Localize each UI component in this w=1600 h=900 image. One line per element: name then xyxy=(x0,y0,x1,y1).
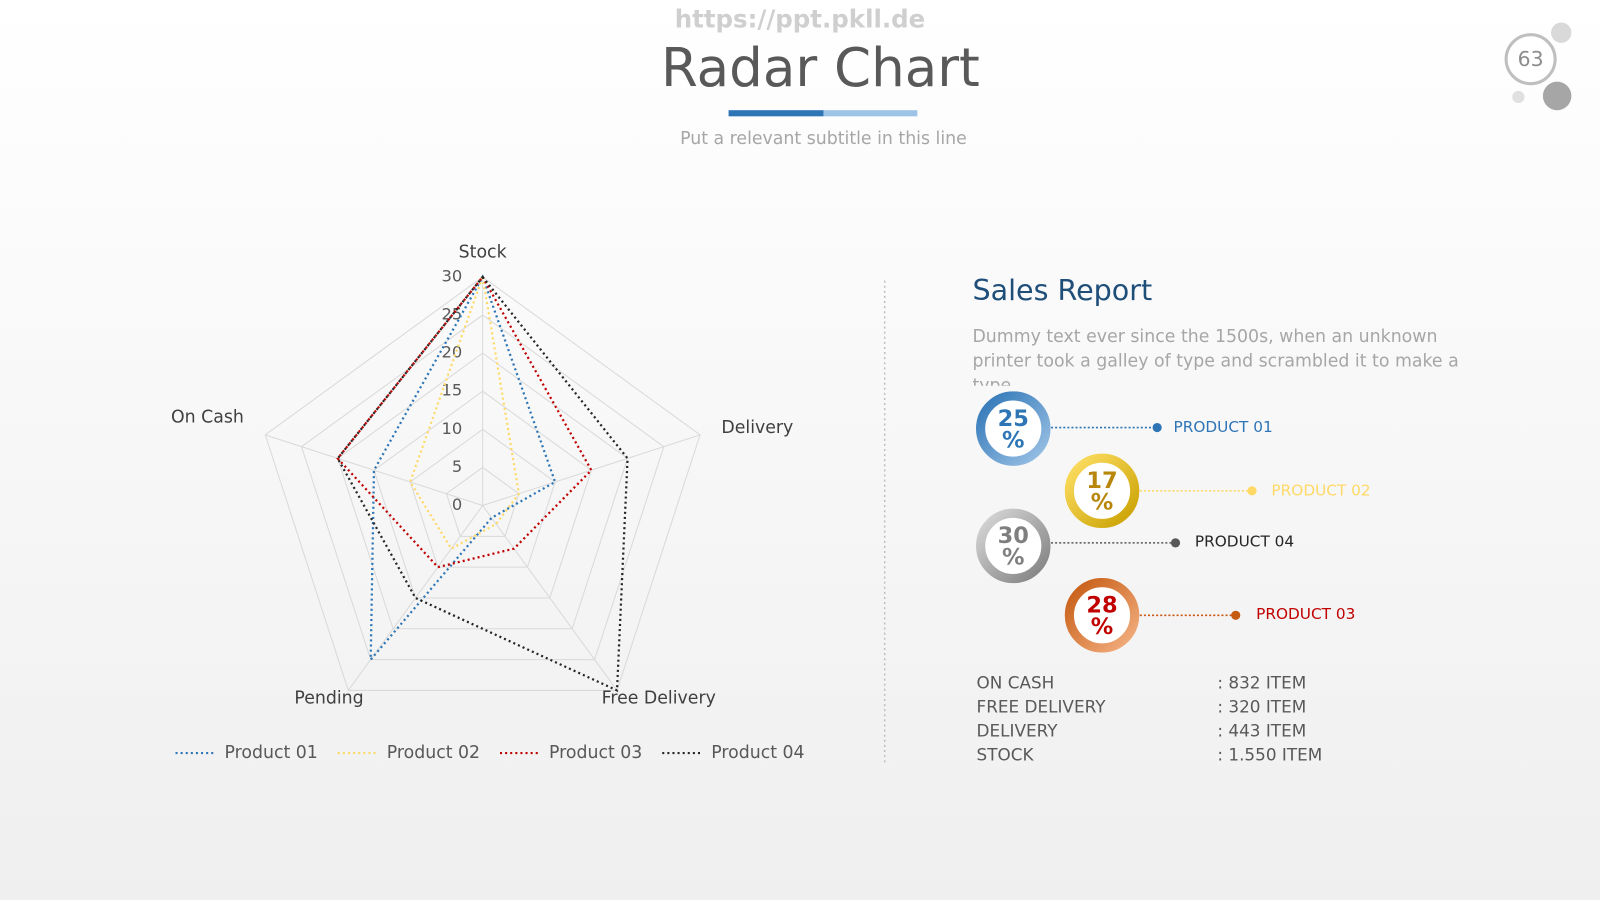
decor-ball xyxy=(1551,22,1572,43)
title-bar xyxy=(728,110,824,117)
series-line xyxy=(336,275,629,693)
legend-label: Product 01 xyxy=(224,743,317,763)
subtitle: Put a relevant subtitle in this line xyxy=(680,129,967,149)
legend-label: Product 03 xyxy=(549,743,642,763)
grid-ring xyxy=(445,466,520,537)
grid-ring xyxy=(409,428,556,568)
report-title: Sales Report xyxy=(972,273,1152,307)
product-item: 30 % PRODUCT 04 xyxy=(976,508,1294,584)
category-label: Delivery xyxy=(721,418,793,438)
decor-ball xyxy=(1512,90,1525,104)
leader-dot xyxy=(1152,422,1162,433)
category-label: Pending xyxy=(294,688,363,708)
product-label: PRODUCT 03 xyxy=(1256,605,1355,623)
report-description: Dummy text ever since the 1500s, when an… xyxy=(972,326,1459,386)
spoke xyxy=(347,505,484,691)
decor-ball xyxy=(1542,81,1572,111)
slide-title: Radar Chart xyxy=(661,37,980,99)
ring xyxy=(976,508,1051,584)
stat-label: STOCK xyxy=(977,745,1035,765)
watermark: https://ppt.pkll.de xyxy=(675,4,926,33)
series-line xyxy=(369,274,557,663)
category-label: On Cash xyxy=(171,408,244,428)
percent-unit: % xyxy=(1002,545,1024,571)
category-label: Free Delivery xyxy=(602,688,716,708)
product-label: PRODUCT 04 xyxy=(1195,532,1294,550)
ring xyxy=(1064,453,1140,529)
stats: ON CASH : 832 ITEM FREE DELIVERY : 320 ITEM… xyxy=(977,673,1323,765)
product-item: 17 % PRODUCT 02 xyxy=(1064,453,1371,529)
stat-label: DELIVERY xyxy=(977,721,1059,741)
product-label: PRODUCT 01 xyxy=(1173,418,1272,436)
r-tick-label: 10 xyxy=(441,419,462,438)
percent-unit: % xyxy=(1002,427,1024,453)
r-tick-label: 30 xyxy=(441,266,462,285)
spoke xyxy=(265,434,483,506)
percent: 17 xyxy=(1086,468,1117,494)
category-label: Stock xyxy=(459,242,507,262)
page-badge xyxy=(1504,33,1557,86)
percent: 30 xyxy=(998,523,1029,549)
report-description-box: Dummy text ever since the 1500s, when an… xyxy=(972,326,1459,386)
stat-value: : 1.550 ITEM xyxy=(1217,745,1322,765)
r-tick-label: 15 xyxy=(441,381,462,400)
ring xyxy=(1064,578,1140,653)
stat-label: ON CASH xyxy=(977,673,1055,693)
stat-value: : 832 ITEM xyxy=(1217,673,1306,693)
percent-unit: % xyxy=(1091,614,1113,640)
stat-value: : 443 ITEM xyxy=(1217,721,1306,741)
spoke xyxy=(482,505,618,691)
grid-ring xyxy=(373,390,592,599)
stat-value: : 320 ITEM xyxy=(1217,697,1306,717)
leader-dot xyxy=(1170,538,1181,548)
grid-ring xyxy=(300,314,665,661)
ring xyxy=(976,391,1051,466)
legend-label: Product 02 xyxy=(387,743,480,763)
leader-dot xyxy=(1231,610,1241,620)
r-tick-label: 0 xyxy=(452,495,462,514)
grid-ring xyxy=(264,276,701,691)
percent: 25 xyxy=(998,406,1029,432)
percent: 28 xyxy=(1086,593,1117,619)
leader-dot xyxy=(1247,486,1257,496)
product-item: 28 % PRODUCT 03 xyxy=(1064,578,1355,653)
product-label: PRODUCT 02 xyxy=(1271,481,1370,499)
r-tick-label: 20 xyxy=(441,343,462,362)
legend-label: Product 04 xyxy=(711,743,804,763)
title-bar xyxy=(823,110,918,117)
page-number: 63 xyxy=(1518,47,1544,71)
percent-unit: % xyxy=(1091,490,1113,516)
series-line xyxy=(336,274,593,569)
r-tick-label: 5 xyxy=(452,457,462,476)
stat-label: FREE DELIVERY xyxy=(977,697,1107,717)
product-item: 25 % PRODUCT 01 xyxy=(976,391,1273,466)
